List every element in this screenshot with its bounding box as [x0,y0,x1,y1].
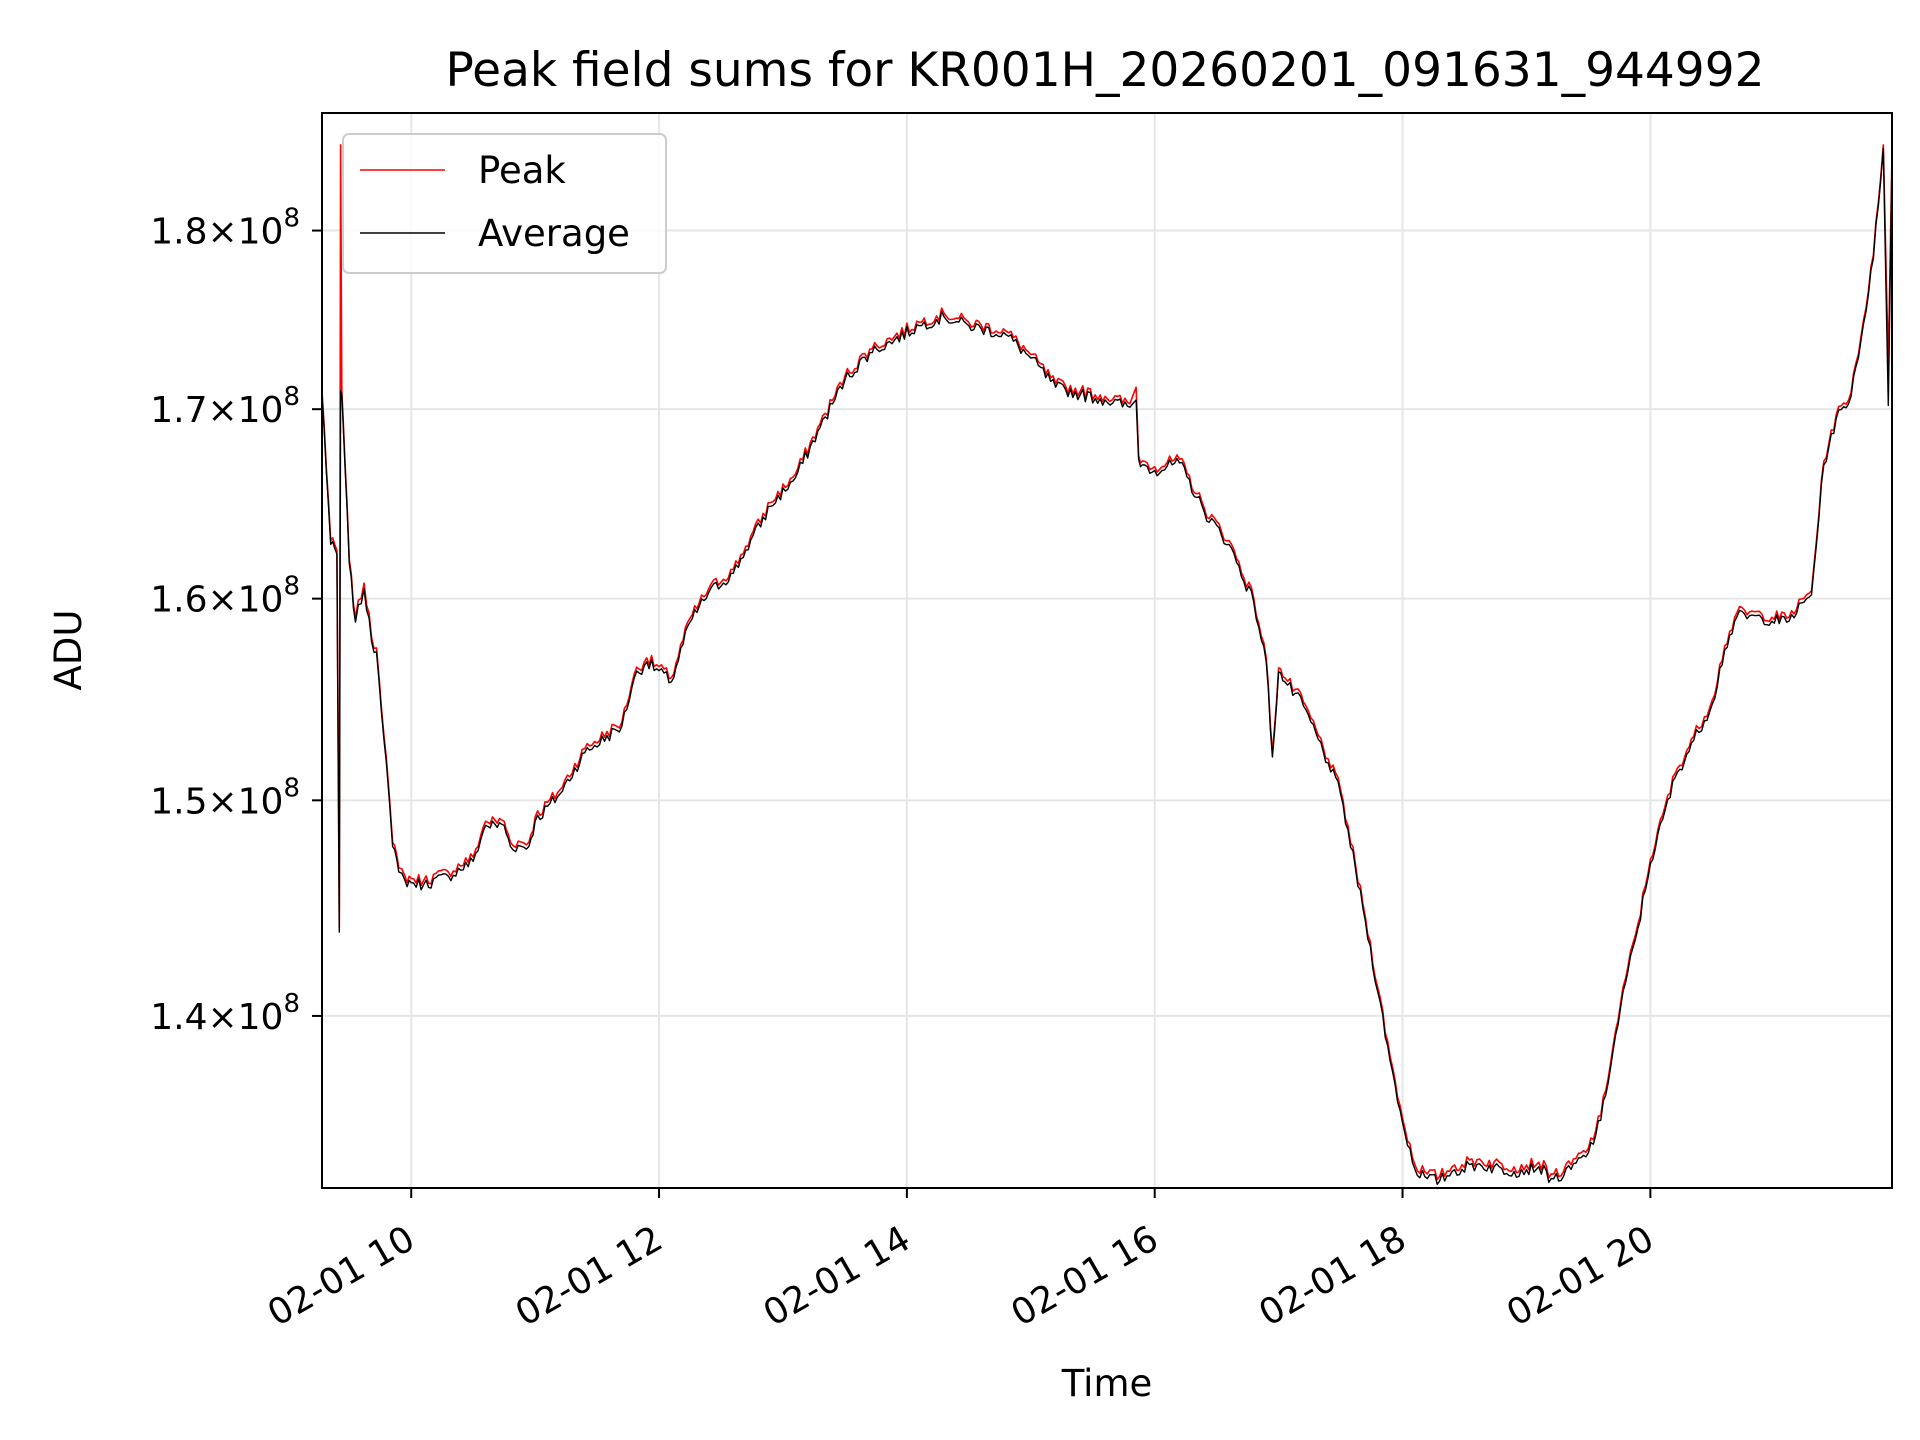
series-line-peak [322,144,1892,1181]
y-tick-label: 1.4×108 [150,989,300,1038]
legend-average-label: Average [478,212,630,255]
series-line-average [322,147,1892,1185]
y-tick-label: 1.7×108 [150,382,300,431]
grid [322,113,1892,1188]
y-axis-label: ADU [47,610,90,691]
chart-title: Peak field sums for KR001H_20260201_0916… [445,43,1764,98]
legend-box [342,133,667,274]
y-tick-label: 1.8×108 [150,204,300,253]
plot-frame [321,112,1893,1189]
y-tick-label: 1.6×108 [150,572,300,621]
x-axis-label: Time [1061,1362,1153,1405]
plot-area [322,144,1892,1185]
legend: Peak Average [342,133,667,274]
y-axis-ticks: 1.4×108 1.5×108 1.6×108 1.7×108 1.8×108 [150,204,322,1038]
legend-peak-label: Peak [478,149,566,192]
y-tick-label: 1.5×108 [150,773,300,822]
